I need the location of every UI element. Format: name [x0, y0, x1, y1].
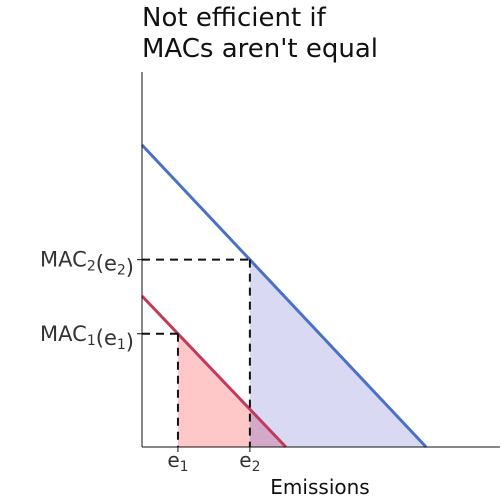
mac-lines	[140, 143, 428, 449]
area-fills	[177, 259, 427, 447]
x-tick-label-text: e	[167, 448, 179, 472]
x-tick-label-text: e	[239, 448, 251, 472]
chart-title-line-2: MACs aren't equal	[142, 34, 378, 64]
y-tick-label: MAC1(e1)	[40, 322, 134, 354]
x-tick-labels: e1 e2	[167, 447, 260, 475]
x-tick-label-subscript: 1	[180, 459, 189, 475]
x-tick-label: e2	[239, 448, 260, 475]
y-tick-label-text: (e	[96, 326, 117, 350]
y-tick-label-subscript: 1	[87, 333, 96, 349]
x-axis-title: Emissions	[270, 475, 369, 499]
y-tick-label-text: (e	[96, 252, 117, 276]
y-tick-label-subscript: 2	[87, 259, 96, 275]
mac1-line	[140, 294, 287, 449]
y-tick-label-text: MAC	[40, 322, 87, 346]
dashed-guides	[142, 258, 251, 447]
y-tick-label: MAC2(e2)	[40, 248, 134, 280]
y-tick-labels: MAC2(e2)MAC1(e1)	[40, 248, 142, 354]
y-tick-label-text: )	[126, 330, 134, 354]
mac2-line	[140, 143, 428, 449]
y-tick-label-text: MAC	[40, 248, 87, 272]
chart-title-line-1: Not efficient if	[142, 3, 327, 33]
y-tick-label-subscript: 2	[117, 263, 126, 279]
y-tick-label-text: )	[126, 256, 134, 280]
x-tick-label-subscript: 2	[252, 459, 261, 475]
x-tick-label: e1	[167, 448, 188, 475]
y-tick-label-subscript: 1	[117, 337, 126, 353]
